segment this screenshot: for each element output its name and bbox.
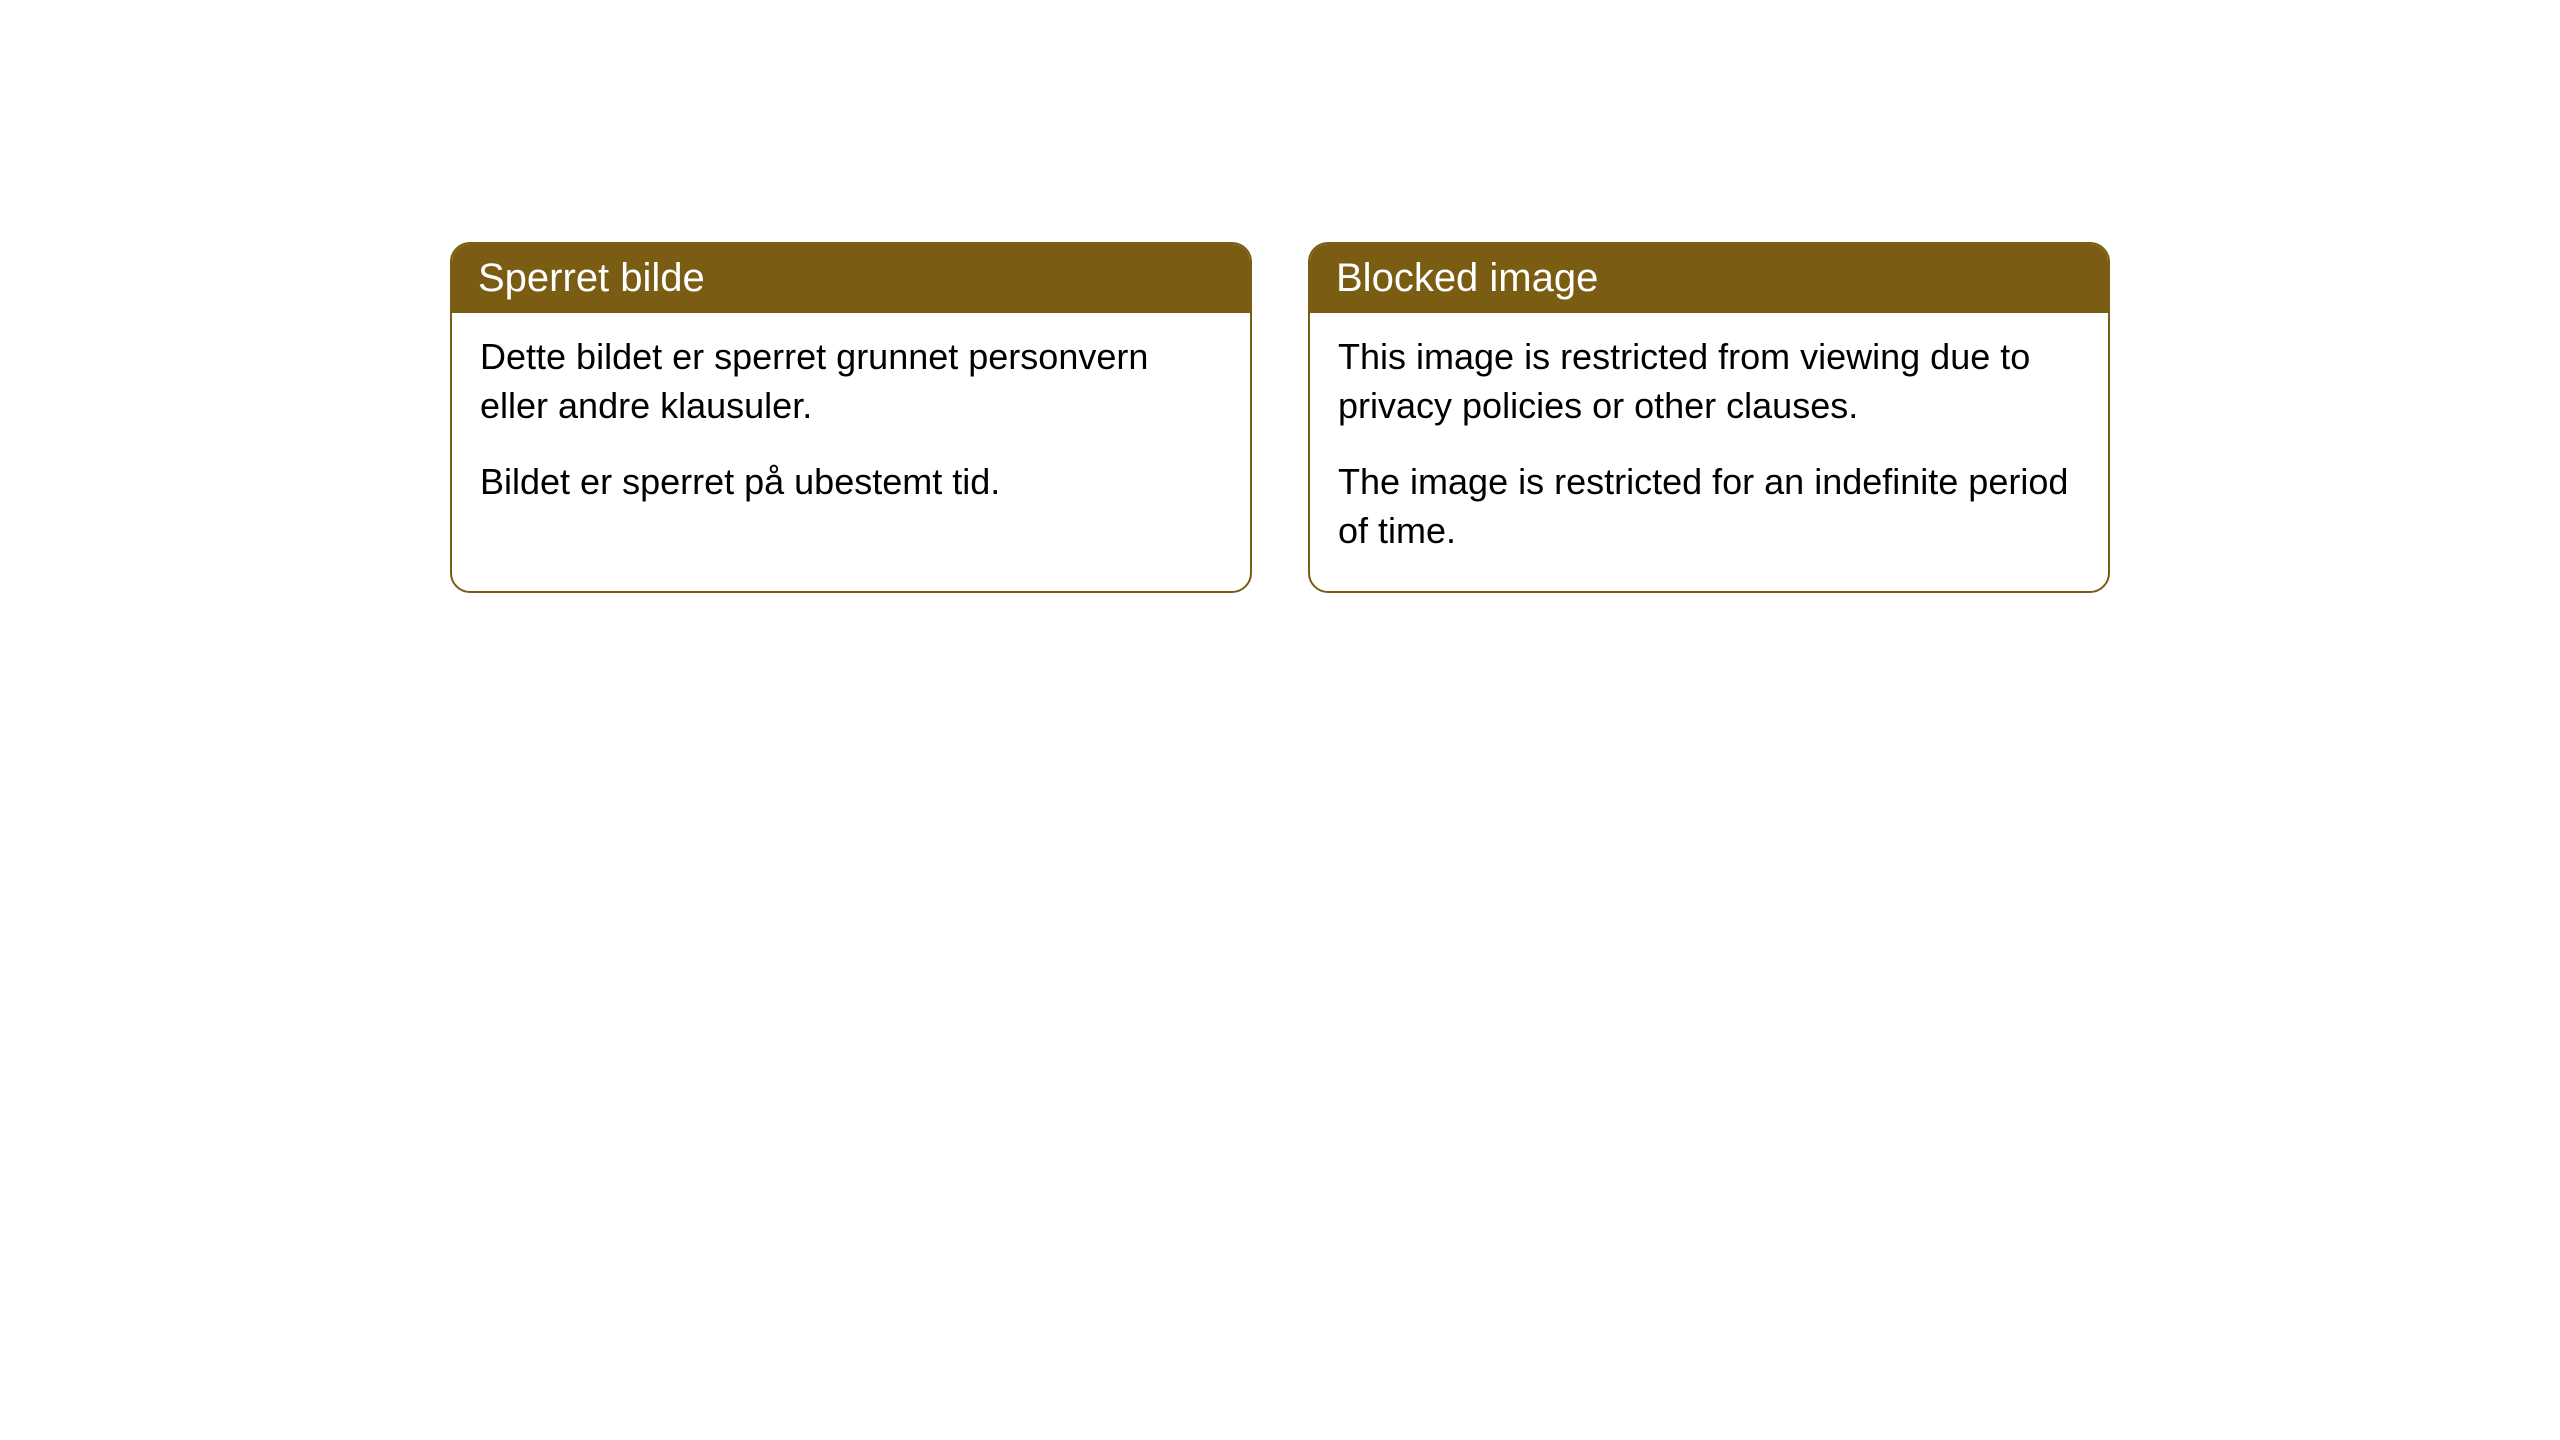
card-title-en: Blocked image (1336, 256, 1598, 300)
card-header-en: Blocked image (1310, 244, 2108, 313)
card-p2-en: The image is restricted for an indefinit… (1338, 458, 2080, 555)
card-body-en: This image is restricted from viewing du… (1310, 313, 2108, 591)
card-title-no: Sperret bilde (478, 256, 705, 300)
card-p2-no: Bildet er sperret på ubestemt tid. (480, 458, 1222, 507)
card-body-no: Dette bildet er sperret grunnet personve… (452, 313, 1250, 543)
card-header-no: Sperret bilde (452, 244, 1250, 313)
card-p1-no: Dette bildet er sperret grunnet personve… (480, 333, 1222, 430)
blocked-image-card-en: Blocked image This image is restricted f… (1308, 242, 2110, 593)
card-p1-en: This image is restricted from viewing du… (1338, 333, 2080, 430)
blocked-image-card-no: Sperret bilde Dette bildet er sperret gr… (450, 242, 1252, 593)
notice-cards-container: Sperret bilde Dette bildet er sperret gr… (450, 242, 2560, 593)
